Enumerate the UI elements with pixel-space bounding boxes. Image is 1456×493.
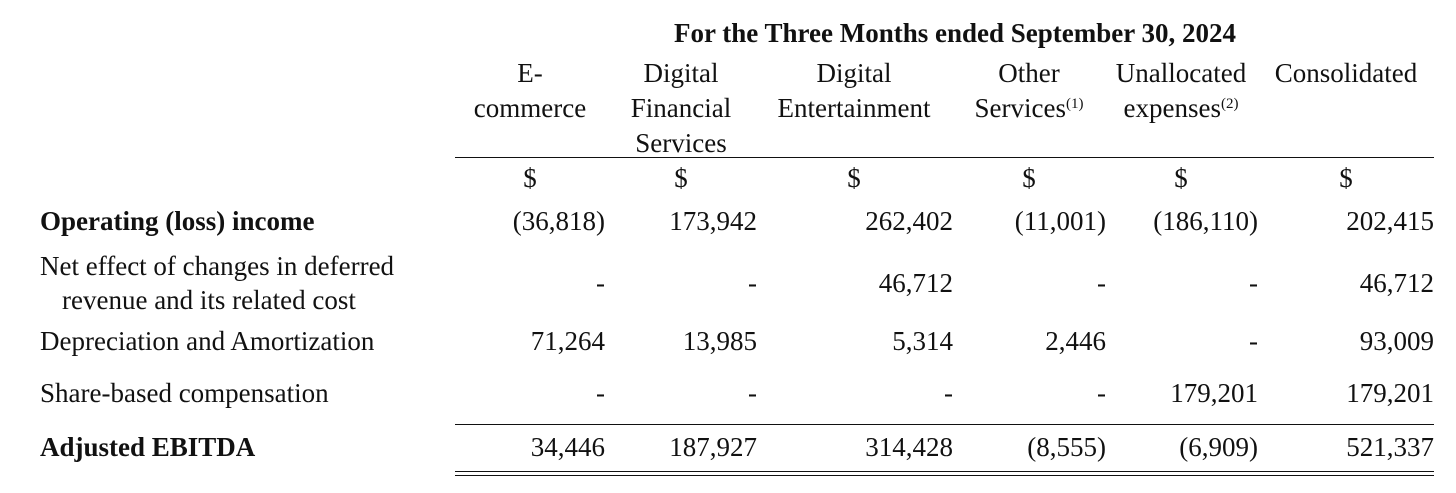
column-header: Consolidated <box>1261 56 1431 91</box>
table-cell: 5,314 <box>892 326 953 356</box>
table-cell: 179,201 <box>1346 378 1434 408</box>
column-header-text: Entertainment <box>777 93 931 123</box>
column-header-line: expenses(2) <box>1096 91 1266 126</box>
currency-symbol: $ <box>1022 163 1036 193</box>
column-header: Digital Financial Services <box>596 56 766 161</box>
row-label: Adjusted EBITDA <box>40 432 256 462</box>
column-header-text: Unallocated <box>1115 58 1247 88</box>
column-header: Other Services(1) <box>944 56 1114 126</box>
column-header-text: Consolidated <box>1274 58 1418 88</box>
footnote-marker: (1) <box>1065 96 1084 112</box>
column-header-line: Digital <box>596 56 766 91</box>
table-cell: 93,009 <box>1359 326 1434 356</box>
row-label: Operating (loss) income <box>40 206 315 236</box>
table-cell: (6,909) <box>1179 432 1258 462</box>
column-header-line: Services(1) <box>944 91 1114 126</box>
table-cell: 2,446 <box>1045 326 1106 356</box>
table-cell: (186,110) <box>1153 206 1258 236</box>
column-header-text: Services <box>635 128 727 158</box>
row-label: Share-based compensation <box>40 378 329 408</box>
table-cell: - <box>748 268 757 298</box>
column-header-text: expenses <box>1123 93 1221 123</box>
column-header-line: Unallocated <box>1096 56 1266 91</box>
column-header-text: Digital <box>643 58 719 88</box>
table-cell: - <box>748 378 757 408</box>
table-cell: 173,942 <box>669 206 757 236</box>
currency-symbol: $ <box>1339 163 1353 193</box>
column-header-text: Other <box>998 58 1060 88</box>
row-label: Depreciation and Amortization <box>40 326 375 356</box>
column-header-text: Digital <box>816 58 892 88</box>
table-cell: - <box>1249 326 1258 356</box>
table-cell: 46,712 <box>878 268 953 298</box>
row-label: Net effect of changes in deferred <box>40 251 395 281</box>
column-header: Digital Entertainment <box>769 56 939 126</box>
currency-symbol: $ <box>674 163 688 193</box>
column-header-line: E- <box>445 56 615 91</box>
table-cell: 13,985 <box>682 326 757 356</box>
currency-symbol: $ <box>523 163 537 193</box>
column-header-line: commerce <box>445 91 615 126</box>
table-cell: 187,927 <box>669 432 757 462</box>
column-header-line: Other <box>944 56 1114 91</box>
table-cell: 179,201 <box>1170 378 1258 408</box>
table-cell: 71,264 <box>530 326 605 356</box>
column-header-text: commerce <box>473 93 587 123</box>
column-header-text: E- <box>517 58 543 88</box>
table-cell: 521,337 <box>1346 432 1434 462</box>
table-cell: (8,555) <box>1027 432 1106 462</box>
table-cell: 262,402 <box>865 206 953 236</box>
subtotal-rule <box>455 424 1434 425</box>
column-header-text: Financial <box>630 93 732 123</box>
table-cell: - <box>1097 268 1106 298</box>
column-header: E-commerce <box>445 56 615 126</box>
total-double-rule-bottom <box>455 475 1434 476</box>
table-cell: (11,001) <box>1014 206 1106 236</box>
column-header-line: Consolidated <box>1261 56 1431 91</box>
table-cell: - <box>1249 268 1258 298</box>
currency-symbol: $ <box>847 163 861 193</box>
table-cell: 46,712 <box>1359 268 1434 298</box>
total-double-rule-top <box>455 471 1434 472</box>
column-header-line: Services <box>596 126 766 161</box>
table-cell: - <box>944 378 953 408</box>
period-header: For the Three Months ended September 30,… <box>674 18 1236 48</box>
row-label: revenue and its related cost <box>62 285 356 315</box>
table-cell: - <box>596 268 605 298</box>
table-cell: (36,818) <box>512 206 605 236</box>
column-header-line: Financial <box>596 91 766 126</box>
table-cell: 202,415 <box>1346 206 1434 236</box>
column-header-text: Services <box>974 93 1066 123</box>
column-header-line: Entertainment <box>769 91 939 126</box>
column-header: Unallocated expenses(2) <box>1096 56 1266 126</box>
table-cell: 34,446 <box>530 432 605 462</box>
currency-symbol: $ <box>1174 163 1188 193</box>
column-header-line: Digital <box>769 56 939 91</box>
table-cell: 314,428 <box>865 432 953 462</box>
table-cell: - <box>1097 378 1106 408</box>
table-cell: - <box>596 378 605 408</box>
header-rule <box>455 157 1434 158</box>
footnote-marker: (2) <box>1220 96 1239 112</box>
